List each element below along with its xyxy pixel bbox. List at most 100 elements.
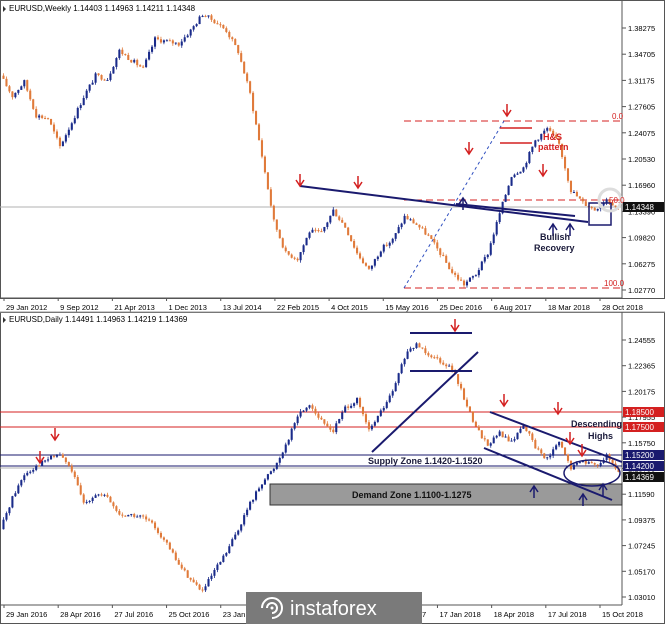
candle-body <box>525 162 528 168</box>
candle-body <box>587 462 590 464</box>
candle-body <box>225 28 228 32</box>
candle-body <box>495 435 498 438</box>
candle-body <box>356 398 359 404</box>
candle-body <box>162 40 165 43</box>
candle-body <box>552 130 555 135</box>
candle-body <box>563 156 567 169</box>
buy-arrow-icon <box>565 222 575 236</box>
candle-body <box>531 433 534 440</box>
candle-body <box>477 270 480 276</box>
y-tick-label: 1.24555 <box>628 336 655 345</box>
weekly-annotations: H&S pattern Bullish Recovery 0.0 50.0 10… <box>534 112 625 288</box>
x-tick-label: 27 Jul 2016 <box>114 610 153 619</box>
candle-body <box>133 514 136 517</box>
candle-body <box>284 247 287 252</box>
buy-arrow-icon <box>529 484 539 498</box>
candle-body <box>70 123 73 130</box>
candle-body <box>41 115 44 118</box>
candle-body <box>210 575 213 580</box>
candle-body <box>388 242 391 246</box>
candle-body <box>142 515 145 517</box>
candle-body <box>14 493 17 497</box>
candle-body <box>555 134 558 139</box>
candle-body <box>156 528 160 533</box>
candle-body <box>58 137 61 147</box>
candle-body <box>549 128 552 131</box>
candle-body <box>97 494 100 496</box>
y-tick-label: 1.03010 <box>628 593 655 602</box>
candle-body <box>492 437 495 444</box>
candle-body <box>421 227 424 229</box>
candle-body <box>8 86 11 92</box>
candle-body <box>159 39 162 43</box>
candle-body <box>64 457 67 463</box>
candle-body <box>350 405 353 408</box>
candle-body <box>243 61 246 74</box>
candle-body <box>254 111 258 125</box>
candle-body <box>358 253 362 259</box>
candle-body <box>480 261 483 271</box>
candle-body <box>49 118 53 125</box>
candle-body <box>153 37 157 47</box>
candle-body <box>112 66 115 74</box>
candle-body <box>58 454 61 456</box>
candle-body <box>561 441 564 448</box>
candle-body <box>103 79 106 81</box>
candle-body <box>118 49 121 59</box>
candle-body <box>79 105 82 108</box>
candle-body <box>219 24 222 26</box>
candle-body <box>471 276 474 278</box>
candle-body <box>198 584 201 590</box>
candle-body <box>391 238 394 243</box>
candle-body <box>403 215 406 224</box>
candle-body <box>519 428 522 433</box>
candle-body <box>373 421 376 426</box>
candle-body <box>457 374 460 384</box>
sell-arrow-icon <box>538 164 548 178</box>
candle-body <box>305 237 308 246</box>
candle-body <box>492 234 495 244</box>
candle-body <box>61 141 64 147</box>
candle-body <box>106 494 109 497</box>
candle-body <box>287 439 290 445</box>
candle-body <box>231 539 234 547</box>
candle-body <box>534 140 537 147</box>
candle-body <box>106 79 109 81</box>
candle-body <box>186 35 189 38</box>
candle-body <box>35 108 38 118</box>
candle-body <box>168 40 171 42</box>
candle-body <box>543 453 546 459</box>
candle-body <box>180 564 183 569</box>
candle-body <box>234 534 237 540</box>
candle-body <box>192 26 195 30</box>
candle-body <box>468 277 471 282</box>
candle-body <box>11 496 14 508</box>
candle-body <box>290 254 293 258</box>
daily-header: EURUSD,Daily 1.14491 1.14963 1.14219 1.1… <box>3 315 188 324</box>
candle-body <box>115 58 118 67</box>
sell-arrow-icon <box>577 444 587 458</box>
candle-body <box>477 426 480 431</box>
candle-body <box>183 37 186 42</box>
candle-body <box>415 343 418 348</box>
candle-body <box>590 207 593 209</box>
candle-body <box>439 248 442 255</box>
candle-body <box>148 519 151 521</box>
x-tick-label: 1 Dec 2013 <box>169 303 207 312</box>
candle-body <box>275 462 278 469</box>
candle-body <box>249 81 252 93</box>
buy-arrow-icon <box>598 482 608 496</box>
candle-body <box>41 460 44 467</box>
candle-body <box>522 167 525 172</box>
candle-body <box>94 495 97 498</box>
sell-arrow-icon <box>499 394 509 408</box>
candle-body <box>302 245 305 253</box>
candle-body <box>133 59 136 63</box>
candle-body <box>409 348 412 352</box>
candle-body <box>67 129 70 136</box>
candle-body <box>124 515 127 517</box>
y-tick-label: 1.20175 <box>628 387 655 396</box>
candle-body <box>29 471 32 473</box>
candle-body <box>195 582 198 585</box>
